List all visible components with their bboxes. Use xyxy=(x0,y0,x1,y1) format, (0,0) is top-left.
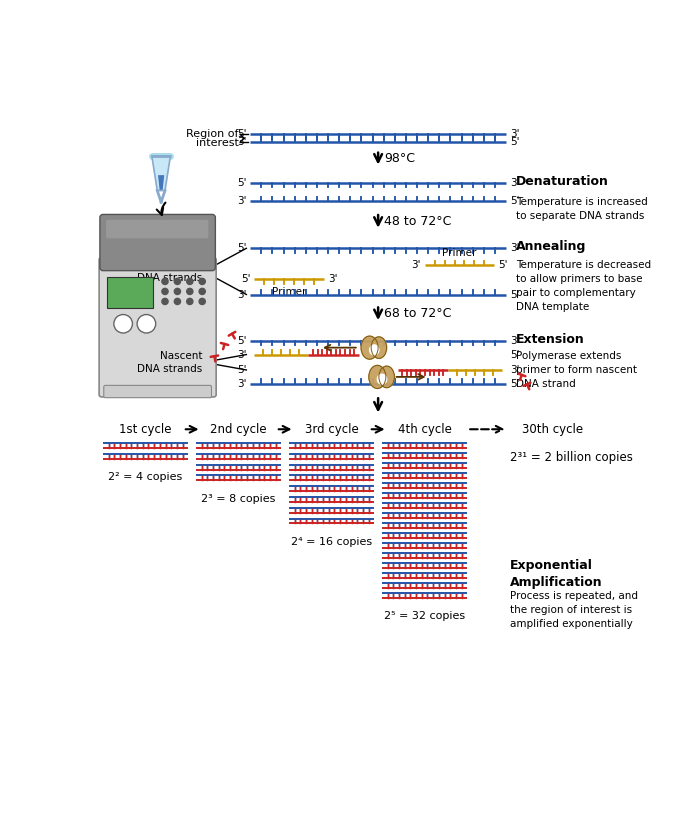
Ellipse shape xyxy=(361,336,378,359)
Circle shape xyxy=(187,299,193,304)
Circle shape xyxy=(174,278,181,285)
Text: Template
DNA strands: Template DNA strands xyxy=(137,260,202,283)
Text: 3': 3' xyxy=(510,178,519,188)
Text: 5': 5' xyxy=(510,349,519,360)
Circle shape xyxy=(174,289,181,294)
Text: 3': 3' xyxy=(510,365,519,375)
Text: 5': 5' xyxy=(237,129,246,139)
FancyBboxPatch shape xyxy=(107,276,153,308)
Text: 5': 5' xyxy=(510,196,519,206)
Circle shape xyxy=(199,278,205,285)
Ellipse shape xyxy=(370,345,379,355)
Polygon shape xyxy=(158,175,164,190)
Circle shape xyxy=(162,299,168,304)
Text: 2² = 4 copies: 2² = 4 copies xyxy=(108,472,183,483)
Polygon shape xyxy=(152,156,170,191)
Circle shape xyxy=(187,278,193,285)
FancyBboxPatch shape xyxy=(104,385,211,398)
Circle shape xyxy=(162,289,168,294)
Text: 2⁵ = 32 copies: 2⁵ = 32 copies xyxy=(384,611,466,621)
Text: 5': 5' xyxy=(237,243,246,254)
FancyBboxPatch shape xyxy=(99,258,216,397)
Ellipse shape xyxy=(377,374,386,384)
Text: Region of: Region of xyxy=(186,128,239,138)
FancyBboxPatch shape xyxy=(100,214,216,271)
Text: 3': 3' xyxy=(510,129,519,139)
Text: 2⁴ = 16 copies: 2⁴ = 16 copies xyxy=(291,537,372,547)
Text: 68 to 72°C: 68 to 72°C xyxy=(384,308,452,321)
Text: Process is repeated, and
the region of interest is
amplified exponentially: Process is repeated, and the region of i… xyxy=(510,591,638,629)
Text: Primer: Primer xyxy=(442,248,477,258)
Text: 5': 5' xyxy=(237,178,246,188)
Text: 3': 3' xyxy=(237,196,246,206)
Ellipse shape xyxy=(371,337,386,358)
Circle shape xyxy=(199,299,205,304)
Text: Denaturation: Denaturation xyxy=(516,175,609,188)
Circle shape xyxy=(137,315,155,333)
Text: 98°C: 98°C xyxy=(384,152,415,165)
Text: 5': 5' xyxy=(498,260,508,270)
Circle shape xyxy=(114,315,132,333)
Circle shape xyxy=(187,289,193,294)
Text: 5': 5' xyxy=(237,335,246,346)
Text: 3': 3' xyxy=(237,379,246,389)
Text: 5': 5' xyxy=(237,365,246,375)
Ellipse shape xyxy=(369,366,386,389)
Text: Exponential
Amplification: Exponential Amplification xyxy=(510,559,603,589)
Text: 2³¹ = 2 billion copies: 2³¹ = 2 billion copies xyxy=(510,451,633,464)
Text: 3': 3' xyxy=(510,335,519,346)
Text: Nascent
DNA strands: Nascent DNA strands xyxy=(137,351,202,374)
Text: 4th cycle: 4th cycle xyxy=(398,423,452,436)
Ellipse shape xyxy=(379,366,394,388)
Text: 3': 3' xyxy=(237,137,246,147)
FancyBboxPatch shape xyxy=(106,220,209,238)
Text: 3': 3' xyxy=(237,290,246,299)
Text: Temperature is increased
to separate DNA strands: Temperature is increased to separate DNA… xyxy=(516,196,648,221)
Text: Extension: Extension xyxy=(516,333,584,346)
Text: 3': 3' xyxy=(412,260,421,270)
Text: 5': 5' xyxy=(510,290,519,299)
Circle shape xyxy=(199,289,205,294)
Text: 2nd cycle: 2nd cycle xyxy=(210,423,267,436)
Text: 5': 5' xyxy=(510,137,519,147)
Text: Temperature is decreased
to allow primers to base
pair to complementary
DNA temp: Temperature is decreased to allow primer… xyxy=(516,260,651,312)
Circle shape xyxy=(162,278,168,285)
Text: 48 to 72°C: 48 to 72°C xyxy=(384,215,452,228)
Text: Polymerase extends
primer to form nascent
DNA strand: Polymerase extends primer to form nascen… xyxy=(516,352,637,389)
Text: Primer: Primer xyxy=(272,287,306,297)
Text: 1st cycle: 1st cycle xyxy=(120,423,172,436)
Text: 3': 3' xyxy=(328,274,337,284)
Text: Annealing: Annealing xyxy=(516,240,587,254)
Circle shape xyxy=(174,299,181,304)
Text: interest: interest xyxy=(196,137,239,148)
Text: 30th cycle: 30th cycle xyxy=(522,423,583,436)
Text: 3': 3' xyxy=(237,349,246,360)
Text: 2³ = 8 copies: 2³ = 8 copies xyxy=(202,494,276,504)
Text: 5': 5' xyxy=(510,379,519,389)
Text: 5': 5' xyxy=(241,274,251,284)
Text: 3': 3' xyxy=(510,243,519,254)
Text: 3rd cycle: 3rd cycle xyxy=(304,423,358,436)
